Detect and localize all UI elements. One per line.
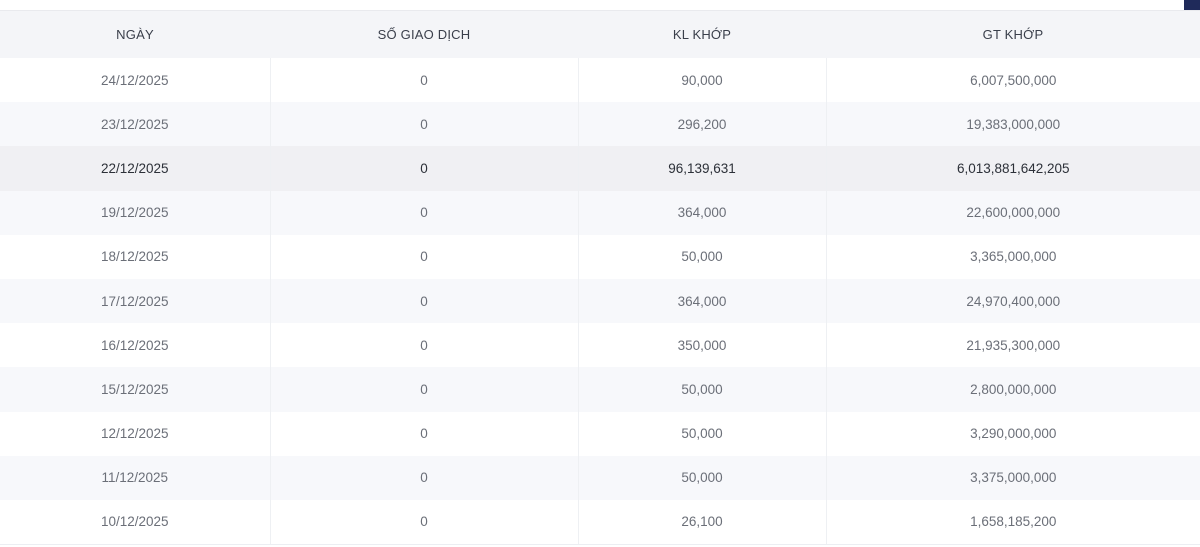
table-row[interactable]: 23/12/2025 0 296,200 19,383,000,000 — [0, 102, 1200, 147]
cell-date: 10/12/2025 — [0, 499, 271, 545]
cell-volume: 50,000 — [578, 411, 827, 456]
cell-value: 19,383,000,000 — [966, 116, 1061, 132]
table-row[interactable]: 17/12/2025 0 364,000 24,970,400,000 — [0, 278, 1200, 324]
cell-trades: 0 — [270, 190, 579, 235]
cell-trades: 0 — [270, 102, 579, 147]
column-header-trades[interactable]: SỐ GIAO DỊCH — [377, 27, 471, 42]
cell-value: 3,290,000,000 — [970, 426, 1057, 442]
table-row[interactable]: 22/12/2025 0 96,139,631 6,013,881,642,205 — [0, 146, 1200, 191]
cell-volume: 296,200 — [578, 102, 827, 147]
cell-date: 18/12/2025 — [0, 234, 271, 279]
top-strip — [0, 0, 1200, 11]
cell-value: 3,375,000,000 — [970, 470, 1057, 486]
cell-value: 3,365,000,000 — [970, 249, 1057, 265]
table-body: 24/12/2025 0 90,000 6,007,500,000 23/12/2025… — [0, 58, 1200, 545]
cell-value: 21,935,300,000 — [966, 337, 1061, 353]
cell-date: 15/12/2025 — [0, 367, 271, 412]
cell-volume: 50,000 — [578, 234, 827, 279]
table-row[interactable]: 15/12/2025 0 50,000 2,800,000,000 — [0, 367, 1200, 412]
table-row[interactable]: 18/12/2025 0 50,000 3,365,000,000 — [0, 234, 1200, 279]
cell-volume: 50,000 — [578, 455, 827, 500]
cell-value: 22,600,000,000 — [966, 205, 1061, 221]
cell-volume: 26,100 — [578, 499, 827, 545]
cell-value: 1,658,185,200 — [826, 499, 1200, 545]
cell-date: 22/12/2025 — [0, 146, 271, 191]
cell-trades: 0 — [270, 146, 579, 191]
table-row[interactable]: 24/12/2025 0 90,000 6,007,500,000 — [0, 58, 1200, 103]
cell-date: 23/12/2025 — [0, 102, 271, 147]
cell-date: 24/12/2025 — [0, 58, 271, 103]
column-header-date[interactable]: NGÀY — [116, 27, 154, 42]
column-header-volume[interactable]: KL KHỚP — [672, 27, 732, 42]
cell-volume: 350,000 — [578, 323, 827, 368]
cell-trades: 0 — [270, 58, 579, 103]
cell-date: 16/12/2025 — [0, 323, 271, 368]
cell-date: 17/12/2025 — [0, 278, 271, 324]
cell-trades: 0 — [270, 367, 579, 412]
cell-volume: 90,000 — [578, 58, 827, 103]
table-header-row: NGÀY SỐ GIAO DỊCH KL KHỚP GT KHỚP — [0, 11, 1200, 58]
table-row[interactable]: 16/12/2025 0 350,000 21,935,300,000 — [0, 323, 1200, 368]
table-row[interactable]: 19/12/2025 0 364,000 22,600,000,000 — [0, 190, 1200, 235]
cell-volume: 50,000 — [578, 367, 827, 412]
column-header-value[interactable]: GT KHỚP — [982, 27, 1044, 42]
cell-trades: 0 — [270, 455, 579, 500]
cell-trades: 0 — [270, 278, 579, 324]
cell-date: 12/12/2025 — [0, 411, 271, 456]
cell-trades: 0 — [270, 411, 579, 456]
cell-volume: 364,000 — [578, 190, 827, 235]
table-row[interactable]: 12/12/2025 0 50,000 3,290,000,000 — [0, 411, 1200, 456]
cell-value: 2,800,000,000 — [970, 381, 1057, 397]
table-header: NGÀY SỐ GIAO DỊCH KL KHỚP GT KHỚP — [0, 11, 1200, 58]
cell-value: 6,013,881,642,205 — [956, 160, 1070, 176]
cell-value: 6,007,500,000 — [970, 72, 1057, 88]
corner-accent — [1184, 0, 1200, 10]
cell-volume: 364,000 — [578, 278, 827, 324]
trading-history-table-container: NGÀY SỐ GIAO DỊCH KL KHỚP GT KHỚP 24/12/… — [0, 11, 1200, 545]
cell-trades: 0 — [270, 499, 579, 545]
cell-date: 19/12/2025 — [0, 190, 271, 235]
cell-date: 11/12/2025 — [0, 455, 271, 500]
table-row[interactable]: 11/12/2025 0 50,000 3,375,000,000 — [0, 455, 1200, 500]
cell-volume: 96,139,631 — [578, 146, 827, 191]
cell-value: 24,970,400,000 — [966, 293, 1061, 309]
trading-history-table: NGÀY SỐ GIAO DỊCH KL KHỚP GT KHỚP 24/12/… — [0, 11, 1200, 545]
cell-trades: 0 — [270, 323, 579, 368]
table-row[interactable]: 10/12/2025 0 26,100 1,658,185,200 — [0, 499, 1200, 545]
cell-trades: 0 — [270, 234, 579, 279]
